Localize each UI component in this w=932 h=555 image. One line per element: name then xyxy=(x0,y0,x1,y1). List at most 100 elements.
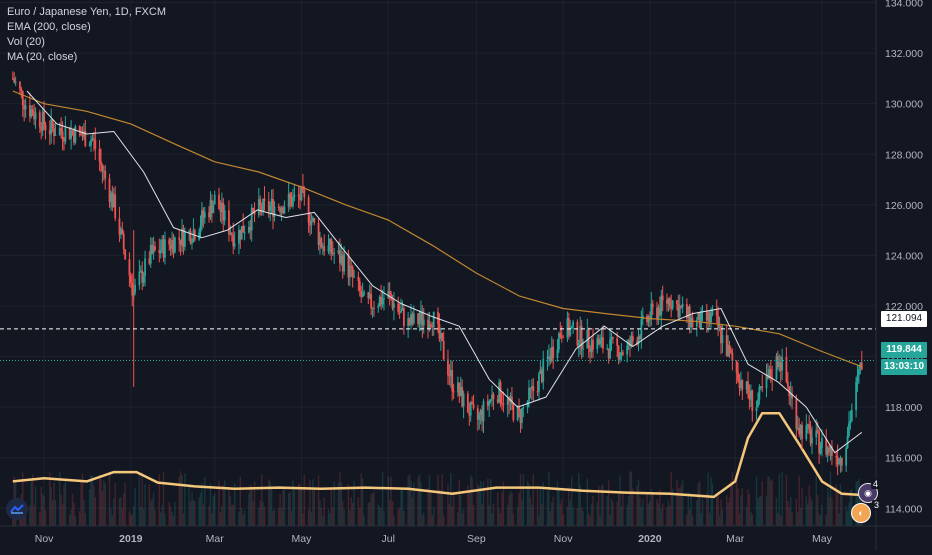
time-tick-label: May xyxy=(292,533,313,545)
volume-bar xyxy=(172,515,175,526)
time-tick-label: Jul xyxy=(382,533,395,545)
candle-body xyxy=(139,270,142,272)
candle-body xyxy=(174,237,176,253)
candle-body xyxy=(809,429,812,444)
volume-bar xyxy=(616,502,618,526)
candle-body xyxy=(148,258,151,264)
ema-legend[interactable]: EMA (200, close) xyxy=(7,21,91,33)
volume-bar xyxy=(816,495,819,526)
price-axis[interactable]: 114.000116.000118.000120.000122.000124.0… xyxy=(875,0,932,550)
candle-body xyxy=(307,197,310,223)
volume-bar xyxy=(576,507,579,526)
volume-bar xyxy=(327,509,330,526)
volume-bar xyxy=(54,499,57,526)
candle-body xyxy=(856,375,859,382)
volume-bar xyxy=(144,484,146,526)
volume-bar xyxy=(548,472,550,526)
volume-bar xyxy=(526,481,529,526)
volume-bar xyxy=(142,508,145,526)
price-lines xyxy=(0,328,876,362)
candle-body xyxy=(338,250,341,264)
volume-bar xyxy=(659,489,661,526)
volume-bar xyxy=(287,493,290,526)
volume-bar xyxy=(248,493,250,526)
candle-body xyxy=(388,291,391,294)
candle-body xyxy=(138,271,141,285)
candle-body xyxy=(617,345,620,360)
time-axis[interactable]: Nov 2019 Mar May Jul Sep Nov 2020 Mar May xyxy=(0,525,932,545)
volume-bar xyxy=(168,502,170,526)
volume-bar xyxy=(391,501,394,526)
candle-body xyxy=(43,111,45,125)
candle-body xyxy=(747,381,749,395)
candle-body xyxy=(681,304,684,308)
candle-body xyxy=(333,253,336,255)
earnings-event-icon[interactable]: ◐ xyxy=(851,503,871,523)
candle-body xyxy=(592,339,594,350)
candle-body xyxy=(522,407,525,409)
candle-body xyxy=(313,217,316,223)
volume-bar xyxy=(541,503,543,526)
volume-bar xyxy=(134,487,136,526)
volume-bar xyxy=(757,498,759,526)
candle-body xyxy=(666,300,668,304)
vol-legend[interactable]: Vol (20) xyxy=(7,36,45,48)
volume-bar xyxy=(361,478,364,526)
candle-body xyxy=(755,407,758,412)
candle-body xyxy=(671,300,674,309)
volume-bar xyxy=(178,476,180,526)
volume-bar xyxy=(829,471,832,526)
time-tick-label: Mar xyxy=(206,533,225,545)
volume-bar xyxy=(801,487,803,526)
candle-body xyxy=(799,425,802,435)
volume-bar xyxy=(407,476,409,526)
candle-body xyxy=(759,386,762,388)
volume-bar xyxy=(238,511,240,526)
candle-body xyxy=(259,199,262,206)
volume-bar xyxy=(556,481,559,526)
volume-bar xyxy=(198,497,200,526)
volume-bar xyxy=(252,501,254,526)
candle-body xyxy=(213,194,216,205)
candle-body xyxy=(219,209,222,213)
volume-bar xyxy=(299,484,301,526)
volume-bar xyxy=(676,479,678,526)
time-tick-label: May xyxy=(812,533,833,545)
volume-bar xyxy=(748,494,751,526)
time-tick-label: Nov xyxy=(554,533,573,545)
tradingview-logo-icon[interactable] xyxy=(6,498,28,520)
volume-bar xyxy=(181,474,183,526)
candle-body xyxy=(233,243,236,247)
volume-bar xyxy=(755,476,758,526)
ma-legend[interactable]: MA (20, close) xyxy=(7,51,78,63)
volume-bar xyxy=(363,515,365,526)
candle-body xyxy=(112,194,115,208)
candle-body xyxy=(557,333,560,350)
candle-body xyxy=(442,341,445,360)
volume-bar xyxy=(297,483,300,526)
volume-bar xyxy=(797,511,799,526)
volume-bar xyxy=(80,481,82,526)
volume-bar xyxy=(632,488,634,526)
candle-body xyxy=(51,119,54,129)
candle-body xyxy=(243,232,246,234)
candle-body xyxy=(343,253,346,272)
volume-bar xyxy=(809,496,812,526)
candle-body xyxy=(491,394,493,400)
volume-bar xyxy=(249,484,251,526)
candle-body xyxy=(287,193,290,207)
volume-bar xyxy=(39,511,41,526)
candle-body xyxy=(778,362,781,368)
volume-bar xyxy=(60,494,62,526)
volume-bar xyxy=(110,508,112,526)
volume-bar xyxy=(677,487,680,526)
volume-bar xyxy=(63,484,65,526)
volume-bar xyxy=(378,506,381,526)
candle-body xyxy=(50,119,53,135)
symbol-title[interactable]: Euro / Japanese Yen, 1D, FXCM xyxy=(7,6,166,18)
volume-bar xyxy=(647,504,650,526)
candle-body xyxy=(457,382,459,393)
candle-body xyxy=(607,348,610,359)
